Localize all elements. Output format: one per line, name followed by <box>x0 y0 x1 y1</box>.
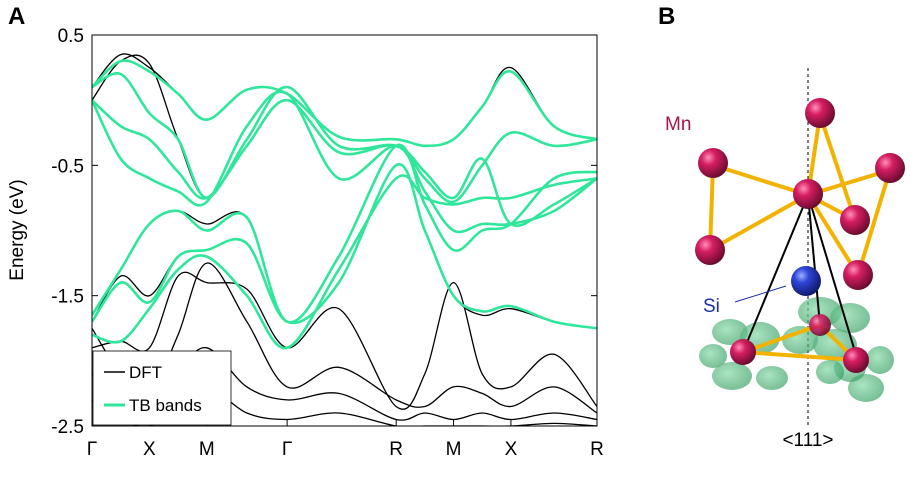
y-tick-label: 0.5 <box>58 26 84 47</box>
orbital-lobe <box>830 303 870 333</box>
orbital-lobe <box>782 326 818 354</box>
x-tick-label: R <box>389 439 403 460</box>
bond <box>856 168 892 277</box>
x-tick-label: R <box>590 439 604 460</box>
tb-band-12 <box>92 143 597 324</box>
bond <box>742 194 809 353</box>
mn-atom <box>730 339 756 365</box>
x-tick-label: X <box>143 439 156 460</box>
x-tick-label: X <box>505 439 518 460</box>
y-tick-label: -2.5 <box>51 417 84 438</box>
band-structure-plot: 0.5 -0.5 -1.5 -2.5 Γ X M Γ R M X R Energy (eV) DFT… <box>7 26 604 460</box>
mn-label: Mn <box>665 114 691 135</box>
axis-111-label: <111> <box>782 430 833 451</box>
orbital-lobe <box>712 319 748 345</box>
y-axis-ticks: 0.5 -0.5 -1.5 -2.5 <box>51 26 597 438</box>
bond <box>711 163 810 197</box>
orbital-lobe <box>712 362 752 390</box>
plot-frame <box>91 34 598 427</box>
bond <box>807 194 857 356</box>
legend-dft-label: DFT <box>129 363 162 382</box>
bond <box>806 193 860 277</box>
tb-band-8 <box>92 59 597 148</box>
mn-atom <box>843 260 873 290</box>
tb-band-14 <box>92 174 597 350</box>
dft-band-0 <box>92 53 597 147</box>
mn-atom <box>805 98 835 128</box>
mn-atom <box>840 205 870 235</box>
si-atom <box>791 266 821 296</box>
mn-atom <box>843 347 869 373</box>
panel-a-label: A <box>8 3 25 30</box>
orbital-lobe <box>866 346 894 374</box>
bond <box>807 194 821 326</box>
wannier-orbital-lobes <box>699 297 894 402</box>
orbital-lobe <box>756 366 788 390</box>
x-tick-label: M <box>199 439 215 460</box>
tb-band-13 <box>92 163 597 330</box>
y-tick-label: -0.5 <box>51 156 84 177</box>
legend-box <box>92 350 232 426</box>
bond <box>708 193 810 252</box>
panel-b-label: B <box>658 3 675 30</box>
orbital-lobe <box>816 360 844 384</box>
x-tick-label: M <box>446 439 462 460</box>
si-label: Si <box>703 296 720 317</box>
crystal-structure: Mn Si <111> <box>665 68 905 451</box>
mn-atom <box>698 148 728 178</box>
tb-band-9 <box>92 72 597 227</box>
dft-band-2 <box>92 144 597 323</box>
legend-tb-label: TB bands <box>129 396 202 415</box>
dft-band-4 <box>92 271 597 410</box>
mn-atom <box>695 235 725 265</box>
si-leader-line <box>734 285 787 303</box>
mn-atom <box>809 314 831 336</box>
bond <box>741 350 858 362</box>
legend: DFT TB bands <box>92 350 232 426</box>
x-tick-label: Γ <box>87 439 97 460</box>
orbital-lobe <box>699 344 727 368</box>
mn-lower-bonds <box>742 194 857 356</box>
tb-band-10 <box>92 98 597 204</box>
tb-band-11 <box>92 90 597 234</box>
y-axis-title: Energy (eV) <box>7 179 28 280</box>
bond <box>741 323 822 354</box>
mn-atom <box>793 179 823 209</box>
x-tick-label: Γ <box>282 439 292 460</box>
mn-atom <box>875 153 905 183</box>
orbital-lobe <box>848 374 884 402</box>
bond <box>818 113 857 222</box>
y-tick-label: -1.5 <box>51 287 84 308</box>
